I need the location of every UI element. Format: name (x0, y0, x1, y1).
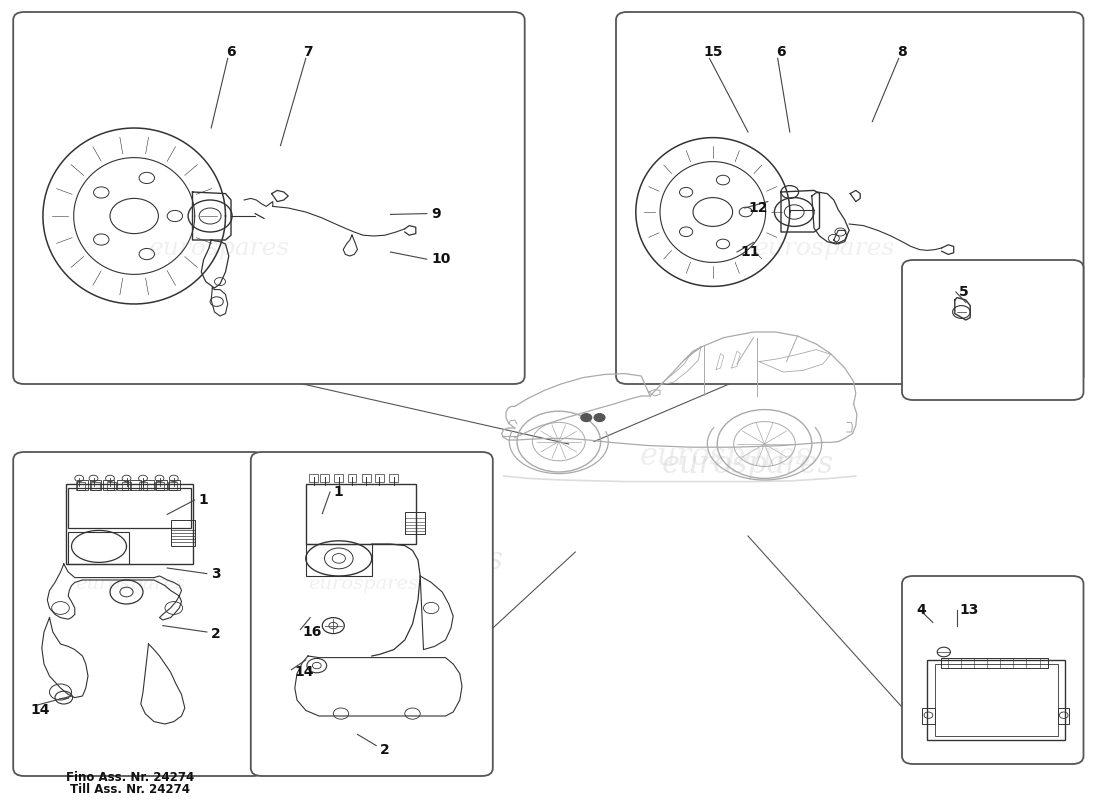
Text: 2: 2 (211, 626, 221, 641)
Text: 6: 6 (777, 45, 785, 59)
Bar (122, 482, 131, 490)
Circle shape (594, 414, 605, 422)
Text: eurospares: eurospares (662, 237, 834, 267)
Text: Till Ass. Nr. 24274: Till Ass. Nr. 24274 (69, 783, 190, 796)
Text: 3: 3 (211, 566, 221, 581)
Bar (405, 512, 425, 534)
FancyBboxPatch shape (616, 12, 1084, 384)
Text: 7: 7 (304, 45, 312, 59)
Bar (1058, 708, 1069, 724)
FancyBboxPatch shape (13, 452, 264, 776)
Bar (306, 544, 372, 576)
Text: 4: 4 (916, 602, 926, 617)
Text: 8: 8 (898, 45, 906, 59)
Text: 16: 16 (302, 625, 322, 639)
Bar (117, 480, 128, 490)
Text: 1: 1 (333, 485, 343, 499)
Bar (375, 474, 384, 482)
Text: 1: 1 (198, 493, 208, 507)
Bar (103, 480, 114, 490)
Bar (935, 664, 1058, 736)
Bar (139, 482, 147, 490)
FancyBboxPatch shape (251, 452, 493, 776)
Text: 14: 14 (295, 665, 315, 679)
Text: Fino Ass. Nr. 24274: Fino Ass. Nr. 24274 (66, 771, 194, 784)
Text: 11: 11 (740, 245, 760, 259)
Text: 6: 6 (227, 45, 235, 59)
Text: eurospares: eurospares (662, 449, 834, 479)
Text: eurospares: eurospares (755, 237, 895, 259)
FancyBboxPatch shape (902, 260, 1084, 400)
Circle shape (581, 414, 592, 422)
Bar (68, 488, 191, 528)
Text: 12: 12 (748, 201, 768, 215)
Bar (91, 482, 100, 490)
Text: eurospares: eurospares (129, 545, 300, 575)
Text: 9: 9 (431, 206, 441, 221)
Text: eurospares: eurospares (129, 237, 300, 267)
Bar (107, 482, 116, 490)
Text: 5: 5 (959, 285, 969, 299)
Bar (76, 482, 85, 490)
Bar (334, 474, 343, 482)
Text: 2: 2 (379, 742, 389, 757)
Bar (130, 480, 141, 490)
Bar (922, 708, 935, 724)
FancyBboxPatch shape (902, 576, 1084, 764)
Bar (90, 480, 101, 490)
Text: eurospares: eurospares (150, 237, 290, 259)
Text: eurospares: eurospares (332, 545, 504, 575)
Bar (155, 482, 164, 490)
Bar (309, 474, 318, 482)
Bar (170, 520, 195, 546)
Text: eurospares: eurospares (75, 575, 185, 593)
Bar (348, 474, 356, 482)
Bar (77, 480, 88, 490)
Bar (66, 484, 192, 564)
Text: 13: 13 (959, 602, 979, 617)
Text: 15: 15 (703, 45, 723, 59)
Bar (169, 480, 180, 490)
FancyBboxPatch shape (13, 12, 525, 384)
Bar (362, 474, 371, 482)
Bar (306, 484, 416, 544)
Text: 10: 10 (431, 252, 451, 266)
Bar (143, 480, 154, 490)
Bar (156, 480, 167, 490)
Text: eurospares: eurospares (640, 441, 812, 471)
Bar (68, 532, 129, 564)
Bar (927, 660, 1065, 740)
Bar (168, 482, 177, 490)
Text: eurospares: eurospares (308, 575, 418, 593)
Bar (320, 474, 329, 482)
Text: 14: 14 (31, 702, 51, 717)
Bar (389, 474, 398, 482)
Bar (940, 658, 1048, 668)
